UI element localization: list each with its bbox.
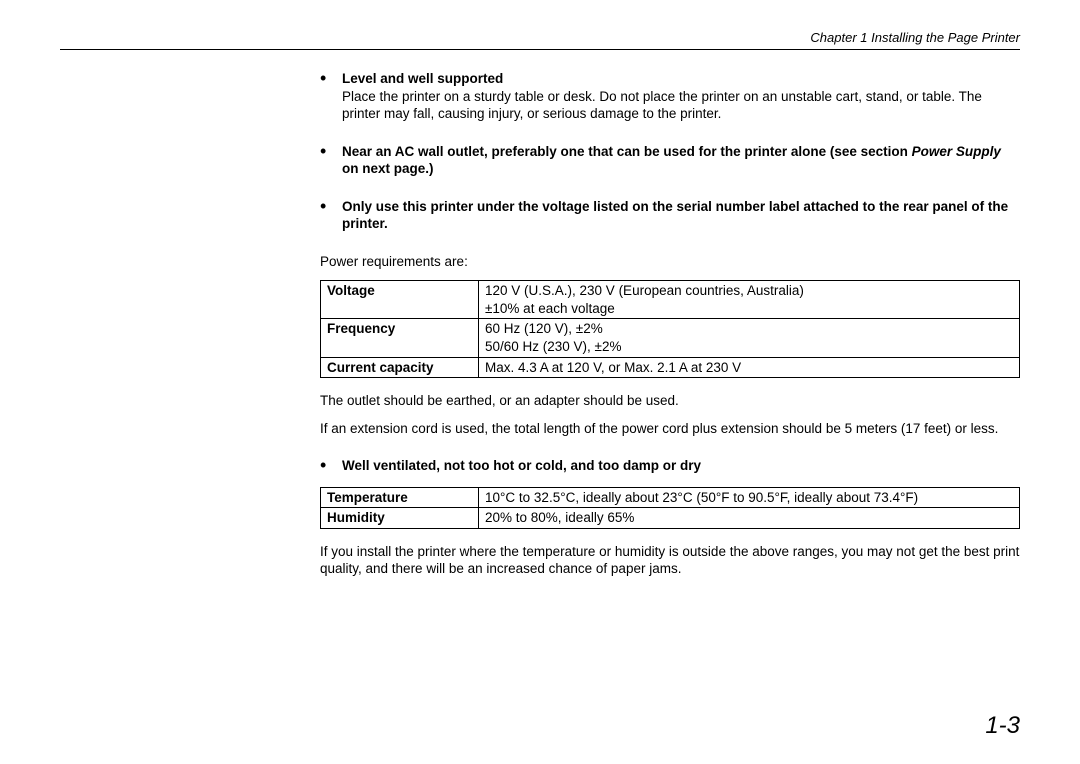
bullet-item: • Only use this printer under the voltag… (320, 198, 1020, 233)
bullet-title: Level and well supported (342, 71, 503, 86)
bullet-dot-icon: • (320, 143, 342, 178)
table-cell-label: Temperature (321, 487, 479, 508)
table-row: Humidity 20% to 80%, ideally 65% (321, 508, 1020, 529)
bullet-text: Place the printer on a sturdy table or d… (342, 89, 982, 122)
table-row: Frequency 60 Hz (120 V), ±2%50/60 Hz (23… (321, 319, 1020, 357)
table-cell-label: Frequency (321, 319, 479, 357)
environment-table: Temperature 10°C to 32.5°C, ideally abou… (320, 487, 1020, 529)
page-content: • Level and well supported Place the pri… (320, 70, 1020, 578)
bullet-dot-icon: • (320, 198, 342, 233)
table-cell-value: 10°C to 32.5°C, ideally about 23°C (50°F… (479, 487, 1020, 508)
table-cell-value: 60 Hz (120 V), ±2%50/60 Hz (230 V), ±2% (479, 319, 1020, 357)
running-header: Chapter 1 Installing the Page Printer (60, 30, 1020, 45)
table-row: Voltage 120 V (U.S.A.), 230 V (European … (321, 281, 1020, 319)
table-cell-value: Max. 4.3 A at 120 V, or Max. 2.1 A at 23… (479, 357, 1020, 378)
table-cell-label: Voltage (321, 281, 479, 319)
table-cell-label: Humidity (321, 508, 479, 529)
table-cell-label: Current capacity (321, 357, 479, 378)
paragraph: The outlet should be earthed, or an adap… (320, 392, 1020, 410)
bullet-body: Only use this printer under the voltage … (342, 198, 1020, 233)
bullet-text-part: Near an AC wall outlet, preferably one t… (342, 144, 912, 159)
bullet-text-part: on next page.) (342, 161, 434, 176)
bullet-text-italic: Power Supply (912, 144, 1001, 159)
bullet-dot-icon: • (320, 70, 342, 123)
power-requirements-table: Voltage 120 V (U.S.A.), 230 V (European … (320, 280, 1020, 378)
page-number: 1-3 (985, 712, 1020, 740)
table-cell-value: 120 V (U.S.A.), 230 V (European countrie… (479, 281, 1020, 319)
bullet-item: • Well ventilated, not too hot or cold, … (320, 457, 1020, 475)
paragraph: Power requirements are: (320, 253, 1020, 271)
bullet-body: Level and well supported Place the print… (342, 70, 1020, 123)
bullet-item: • Near an AC wall outlet, preferably one… (320, 143, 1020, 178)
table-row: Temperature 10°C to 32.5°C, ideally abou… (321, 487, 1020, 508)
table-cell-value: 20% to 80%, ideally 65% (479, 508, 1020, 529)
bullet-body: Well ventilated, not too hot or cold, an… (342, 457, 1020, 475)
table-row: Current capacity Max. 4.3 A at 120 V, or… (321, 357, 1020, 378)
bullet-body: Near an AC wall outlet, preferably one t… (342, 143, 1020, 178)
header-rule (60, 49, 1020, 50)
bullet-text: Only use this printer under the voltage … (342, 199, 1008, 232)
bullet-dot-icon: • (320, 457, 342, 475)
paragraph: If you install the printer where the tem… (320, 543, 1020, 578)
bullet-text: Well ventilated, not too hot or cold, an… (342, 458, 701, 473)
paragraph: If an extension cord is used, the total … (320, 420, 1020, 438)
document-page: Chapter 1 Installing the Page Printer • … (0, 0, 1080, 764)
bullet-item: • Level and well supported Place the pri… (320, 70, 1020, 123)
